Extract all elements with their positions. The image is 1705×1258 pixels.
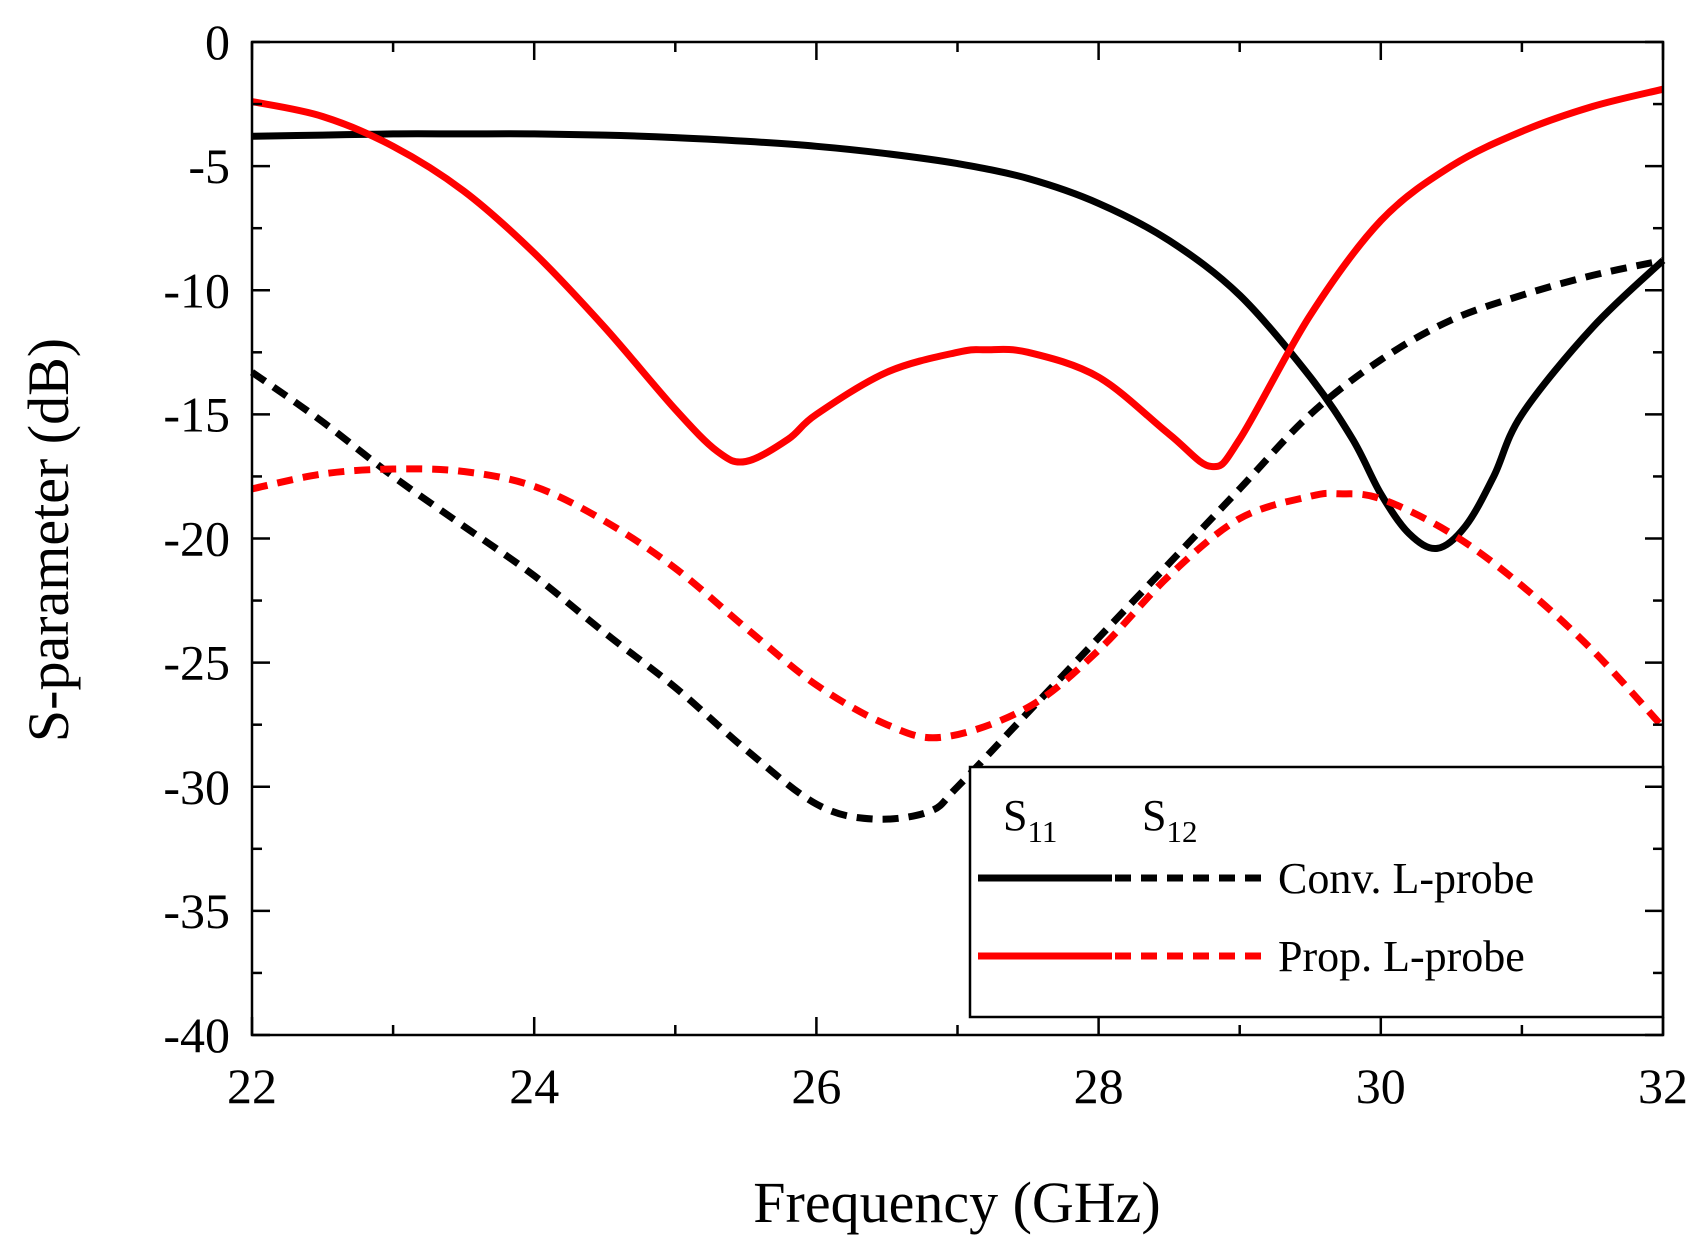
x-tick-label: 26 (791, 1058, 841, 1114)
y-tick-label: -35 (163, 883, 230, 939)
y-tick-label: -15 (163, 386, 230, 442)
x-tick-label: 22 (227, 1058, 277, 1114)
axis-ticks: 22 24 26 28 30 32 0 -5 -10 -15 -20 -25 -30 -35 -40 (163, 14, 1688, 1114)
y-tick-label: -40 (163, 1007, 230, 1063)
legend-frame (968, 765, 1665, 1019)
legend-conv-label: Conv. L-probe (1278, 854, 1534, 903)
x-tick-label: 30 (1356, 1058, 1406, 1114)
x-tick-label: 28 (1074, 1058, 1124, 1114)
series-line-3 (251, 465, 1666, 742)
y-axis-title: S-parameter (dB) (16, 338, 81, 742)
series-line-1 (250, 257, 1664, 823)
y-tick-label: -25 (163, 635, 230, 691)
x-axis-title: Frequency (GHz) (753, 1170, 1160, 1235)
y-tick-label: -30 (163, 759, 230, 815)
y-tick-label: -5 (188, 138, 230, 194)
legend: S11 S12 Conv. L-probe Prop. L-probe (968, 765, 1665, 1019)
legend-header-s12: S12 (1142, 791, 1197, 849)
y-tick-label: -20 (163, 511, 230, 567)
legend-prop-label: Prop. L-probe (1278, 932, 1525, 981)
y-tick-label: -10 (163, 262, 230, 318)
series-line-0 (251, 130, 1666, 553)
x-tick-label: 24 (509, 1058, 559, 1114)
x-tick-label: 32 (1638, 1058, 1688, 1114)
series-line-2 (251, 85, 1664, 471)
data-curves (250, 85, 1666, 823)
y-tick-label: 0 (205, 14, 230, 70)
legend-header-s11: S11 (1003, 791, 1057, 849)
